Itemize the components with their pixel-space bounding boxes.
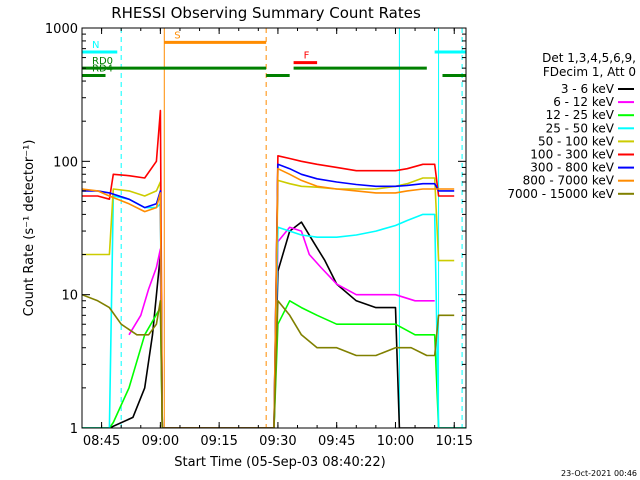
flag-label-night: N [92, 40, 99, 51]
legend-label-3: 25 - 50 keV [546, 121, 615, 135]
x-tick-label-5: 10:00 [377, 434, 414, 449]
series-line-5 [82, 109, 455, 428]
series-line-6 [82, 163, 455, 428]
series-line-8 [82, 293, 455, 428]
x-tick-label-1: 09:00 [142, 434, 179, 449]
legend: Det 1,3,4,5,6,9, FDecim 1, Att 0 3 - 6 k… [507, 51, 636, 201]
x-tick-label-4: 09:45 [318, 434, 355, 449]
y-axis: 1 10 100 1000 [45, 22, 466, 437]
y-tick-label-1: 10 [61, 289, 78, 304]
series-line-1 [128, 226, 435, 428]
x-tick-label-2: 09:15 [200, 434, 237, 449]
series-group [82, 109, 466, 428]
y-axis-label: Count Rate (s⁻¹ detector⁻¹) [22, 140, 37, 317]
legend-label-1: 6 - 12 keV [553, 95, 615, 109]
flag-label-flare: F [304, 51, 310, 62]
flag-label-rd0: RD0 [92, 56, 113, 67]
legend-label-2: 12 - 25 keV [546, 108, 615, 122]
plot-content [82, 28, 466, 428]
legend-label-7: 800 - 7000 keV [523, 174, 615, 188]
y-tick-label-3: 1000 [45, 22, 78, 37]
flag-label-saa: S [174, 30, 180, 41]
legend-label-5: 100 - 300 keV [530, 148, 614, 162]
info-line-2: FDecim 1, Att 0 [543, 65, 636, 79]
legend-label-8: 7000 - 15000 keV [507, 187, 614, 201]
legend-label-0: 3 - 6 keV [561, 82, 615, 96]
chart-title: RHESSI Observing Summary Count Rates [111, 4, 421, 22]
y-tick-label-0: 1 [70, 422, 78, 437]
series-line-2 [82, 300, 466, 428]
y-tick-label-2: 100 [53, 155, 78, 170]
legend-label-6: 300 - 800 keV [530, 161, 614, 175]
legend-label-4: 50 - 100 keV [538, 134, 615, 148]
series-line-0 [82, 221, 466, 428]
x-tick-label-3: 09:30 [259, 434, 296, 449]
series-line-4 [82, 177, 455, 428]
plot-frame [81, 27, 467, 429]
x-tick-label-6: 10:15 [436, 434, 473, 449]
series-line-7 [82, 167, 455, 428]
x-axis: 08:45 09:00 09:15 09:30 09:45 10:00 10:15 [81, 28, 473, 449]
flag-label-rd4: RD4 [92, 64, 113, 75]
x-tick-label-0: 08:45 [83, 434, 120, 449]
info-line-1: Det 1,3,4,5,6,9, [542, 51, 636, 65]
footer-date: 23-Oct-2021 00:46 [561, 469, 637, 478]
x-axis-label: Start Time (05-Sep-03 08:40:22) [174, 455, 385, 470]
